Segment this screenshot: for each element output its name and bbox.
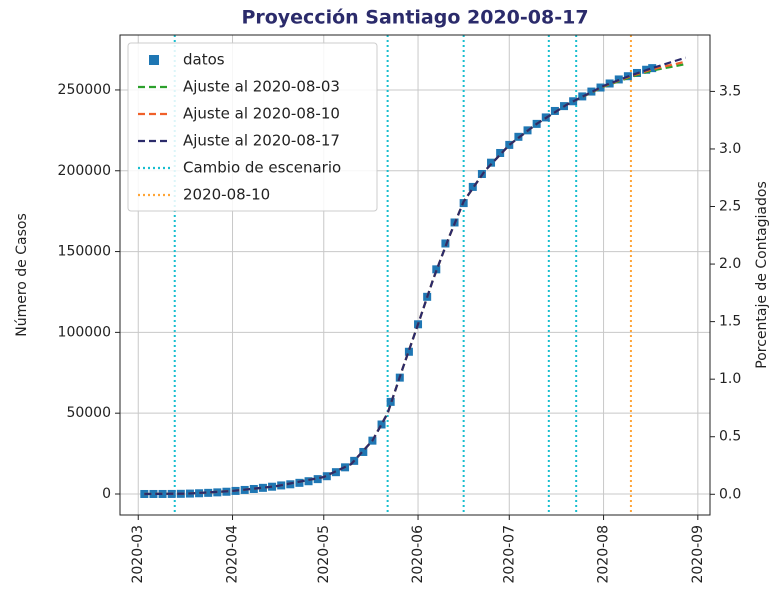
- legend: datos Ajuste al 2020-08-03 Ajuste al 2020-…: [127, 42, 378, 212]
- data-point: [258, 483, 267, 492]
- y-tick-label: 50000: [66, 405, 111, 421]
- y-tick-label: 0: [102, 486, 111, 502]
- y-axis-label: Número de Casos: [14, 213, 30, 337]
- chart-title: Proyección Santiago 2020-08-17: [241, 7, 588, 29]
- y-tick-label: 250000: [58, 82, 111, 98]
- y2-tick-label: 3.5: [719, 83, 741, 99]
- y2-tick-label: 1.5: [719, 314, 741, 330]
- plot-frame: [119, 34, 711, 516]
- y2-tick-label: 0.0: [719, 486, 741, 502]
- data-point: [404, 347, 413, 356]
- data-point: [149, 489, 158, 498]
- data-point: [648, 64, 657, 73]
- y-tick-label: 100000: [58, 324, 111, 340]
- legend-swatch: [149, 55, 159, 65]
- data-point: [359, 447, 368, 456]
- legend-box: [127, 42, 378, 212]
- y2-tick-label: 0.5: [719, 429, 741, 445]
- data-point: [140, 489, 149, 498]
- x-tick-label: 2020-08: [596, 525, 612, 584]
- data-point: [386, 397, 395, 406]
- x-tick-label: 2020-09: [690, 525, 706, 584]
- y2-tick-label: 1.0: [719, 371, 741, 387]
- data-point: [313, 475, 322, 484]
- legend-label: Ajuste al 2020-08-03: [183, 78, 340, 96]
- x-tick-label: 2020-07: [501, 525, 517, 584]
- data-point: [587, 87, 596, 96]
- data-point: [268, 482, 277, 491]
- data-point: [322, 472, 331, 481]
- data-point: [377, 420, 386, 429]
- data-point: [304, 477, 313, 486]
- data-point: [496, 148, 505, 157]
- data-point: [468, 182, 477, 191]
- legend-label: Cambio de escenario: [183, 159, 341, 177]
- y2-tick-label: 2.0: [719, 256, 741, 272]
- legend-label: datos: [183, 51, 225, 69]
- data-point: [204, 488, 213, 497]
- y2-axis-label: Porcentaje de Contagiados: [754, 181, 770, 369]
- data-point: [441, 239, 450, 248]
- data-point: [505, 140, 514, 149]
- y-tick-label: 150000: [58, 244, 111, 260]
- data-point: [158, 489, 167, 498]
- data-point: [213, 488, 222, 497]
- x-tick-label: 2020-05: [316, 525, 332, 584]
- data-point: [487, 158, 496, 167]
- data-point: [249, 484, 258, 493]
- y-tick-label: 200000: [58, 163, 111, 179]
- data-point: [578, 92, 587, 101]
- legend-label: 2020-08-10: [183, 186, 270, 204]
- data-point: [432, 265, 441, 274]
- x-tick-label: 2020-06: [410, 525, 426, 584]
- y2-tick-label: 2.5: [719, 199, 741, 215]
- data-point: [605, 79, 614, 88]
- data-point: [596, 83, 605, 92]
- legend-label: Ajuste al 2020-08-17: [183, 132, 340, 150]
- y2-tick-label: 3.0: [719, 141, 741, 157]
- legend-label: Ajuste al 2020-08-10: [183, 105, 340, 123]
- data-point: [295, 478, 304, 487]
- data-point: [195, 489, 204, 498]
- x-tick-label: 2020-04: [225, 525, 241, 584]
- x-tick-label: 2020-03: [130, 525, 146, 584]
- fit-line: [144, 56, 686, 496]
